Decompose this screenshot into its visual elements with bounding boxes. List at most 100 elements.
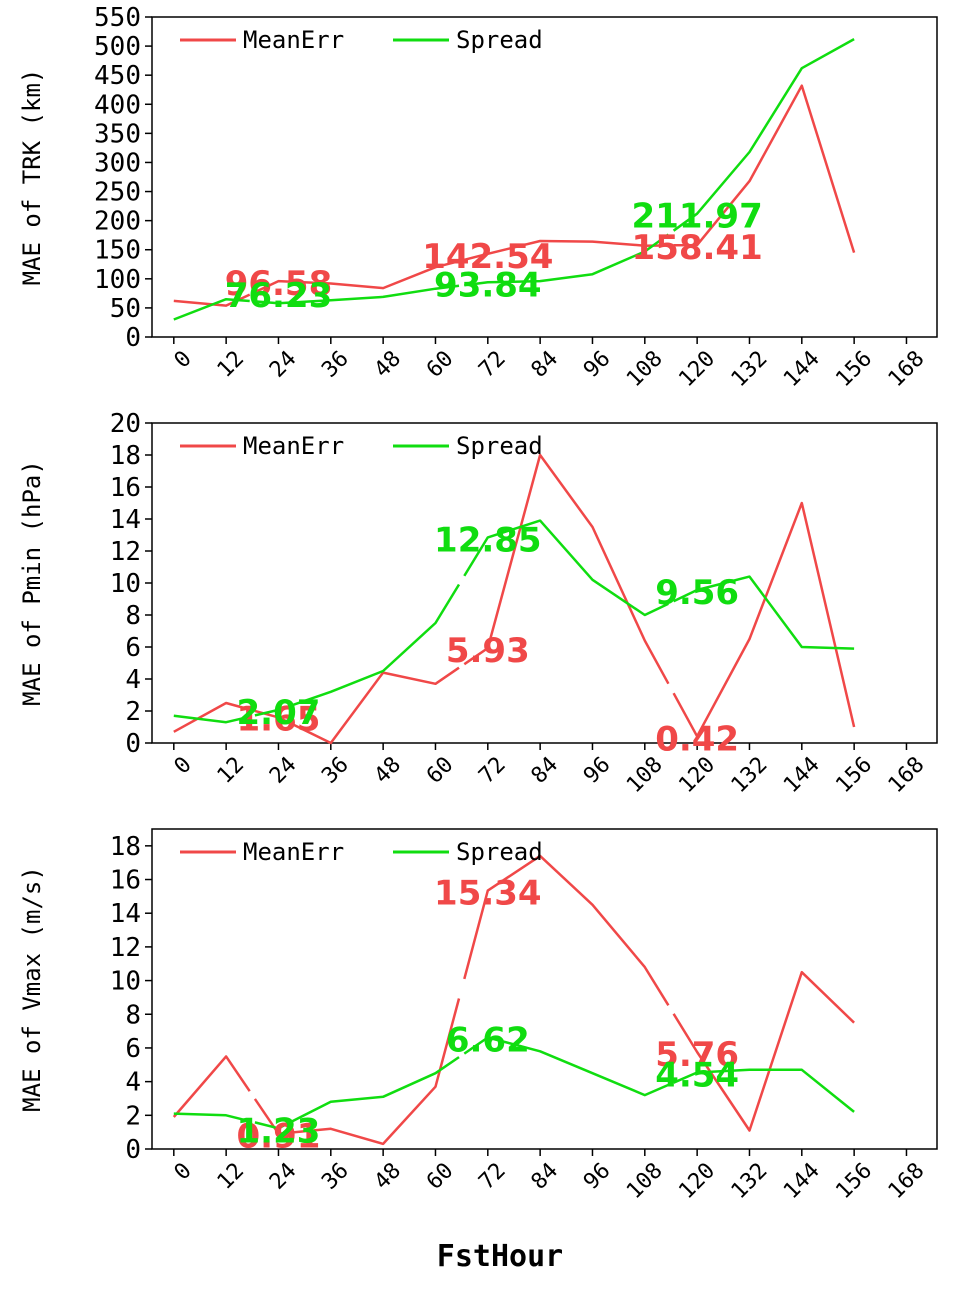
value-label-meanerr: 142.54 xyxy=(422,237,553,277)
value-label-meanerr: 158.41 xyxy=(632,228,763,268)
value-label-spread: 1.23 xyxy=(237,1111,321,1151)
value-label-meanerr: 96.58 xyxy=(225,264,333,304)
y-tick-label: 12 xyxy=(110,537,141,567)
y-tick-label: 550 xyxy=(94,3,141,33)
y-tick-label: 18 xyxy=(110,832,141,862)
y-axis-label: MAE of TRK (km) xyxy=(18,69,46,286)
series-line-meanerr xyxy=(173,701,251,733)
x-tick-label: 72 xyxy=(474,752,510,788)
x-tick-label: 60 xyxy=(422,346,458,382)
series-line-spread xyxy=(464,233,670,287)
y-tick-label: 0 xyxy=(125,729,141,759)
series-line-meanerr xyxy=(672,970,855,1132)
x-tick-label: 108 xyxy=(622,1158,668,1204)
y-tick-label: 350 xyxy=(94,119,141,149)
legend-entry-spread: Spread xyxy=(456,838,543,866)
x-tick-label: 84 xyxy=(527,752,563,788)
y-tick-label: 16 xyxy=(110,866,141,896)
x-tick-label: 156 xyxy=(831,752,877,798)
value-label-meanerr: 0.91 xyxy=(237,1117,321,1157)
series-line-spread xyxy=(673,1068,855,1113)
x-tick-label: 72 xyxy=(474,1158,510,1194)
value-label-spread: 4.54 xyxy=(655,1056,739,1096)
value-label-meanerr: 15.34 xyxy=(434,874,542,914)
y-tick-label: 250 xyxy=(94,178,141,208)
series-line-spread xyxy=(173,714,250,724)
x-tick-label: 0 xyxy=(170,346,197,373)
x-tick-label: 96 xyxy=(579,1158,615,1194)
y-tick-label: 0 xyxy=(125,1135,141,1165)
y-tick-label: 14 xyxy=(110,899,141,929)
series-line-spread xyxy=(254,284,460,305)
y-tick-label: 2 xyxy=(125,697,141,727)
x-tick-label: 168 xyxy=(884,346,930,392)
series-line-meanerr xyxy=(463,239,669,262)
y-tick-label: 10 xyxy=(110,967,141,997)
series-line-spread xyxy=(173,1112,251,1123)
y-tick-label: 4 xyxy=(125,1068,141,1098)
x-tick-label: 12 xyxy=(213,1158,249,1194)
y-tick-label: 16 xyxy=(110,473,141,503)
series-line-meanerr xyxy=(254,259,460,294)
x-tick-label: 60 xyxy=(422,752,458,788)
value-label-spread: 9.56 xyxy=(655,573,739,613)
y-tick-label: 2 xyxy=(125,1101,141,1131)
legend-entry-meanerr: MeanErr xyxy=(243,432,344,460)
x-tick-label: 120 xyxy=(674,1158,720,1204)
x-tick-label: 156 xyxy=(831,1158,877,1204)
value-label-spread: 93.84 xyxy=(434,265,542,305)
series-line-spread xyxy=(463,1036,669,1097)
x-tick-label: 132 xyxy=(727,1158,773,1204)
x-tick-label: 0 xyxy=(170,1158,197,1185)
value-label-spread: 211.97 xyxy=(632,197,763,237)
series-line-spread xyxy=(463,519,669,617)
value-label-meanerr: 1.65 xyxy=(237,700,321,740)
y-tick-label: 400 xyxy=(94,90,141,120)
x-tick-label: 156 xyxy=(831,346,877,392)
x-tick-label: 168 xyxy=(884,752,930,798)
x-tick-label: 96 xyxy=(579,752,615,788)
x-tick-label: 120 xyxy=(674,346,720,392)
series-line-meanerr xyxy=(172,1055,251,1118)
y-tick-label: 300 xyxy=(94,148,141,178)
y-tick-label: 14 xyxy=(110,505,141,535)
y-tick-label: 6 xyxy=(125,633,141,663)
x-tick-label: 36 xyxy=(317,752,353,788)
x-tick-label: 12 xyxy=(213,346,249,382)
y-tick-label: 100 xyxy=(94,265,141,295)
y-tick-label: 20 xyxy=(110,409,141,439)
x-tick-label: 60 xyxy=(422,1158,458,1194)
x-tick-label: 48 xyxy=(370,346,406,382)
legend-entry-meanerr: MeanErr xyxy=(243,26,344,54)
y-tick-label: 450 xyxy=(94,61,141,91)
plot-frame xyxy=(151,16,938,338)
value-label-spread: 12.85 xyxy=(434,520,542,560)
value-label-spread: 6.62 xyxy=(446,1021,530,1061)
x-tick-label: 36 xyxy=(317,1158,353,1194)
x-tick-label: 48 xyxy=(370,1158,406,1194)
x-tick-label: 0 xyxy=(170,752,197,779)
legend-entry-spread: Spread xyxy=(456,26,543,54)
x-tick-label: 48 xyxy=(370,752,406,788)
value-label-meanerr: 5.76 xyxy=(655,1035,739,1075)
x-axis-label: FstHour xyxy=(437,1239,563,1274)
plot-frame xyxy=(151,828,938,1150)
y-axis-label: MAE of Vmax (m/s) xyxy=(18,866,46,1112)
x-tick-label: 144 xyxy=(779,752,825,798)
x-tick-label: 36 xyxy=(317,346,353,382)
y-tick-label: 0 xyxy=(125,323,141,353)
x-tick-label: 12 xyxy=(213,752,249,788)
series-line-spread xyxy=(254,583,461,717)
x-tick-label: 96 xyxy=(579,346,615,382)
y-axis-label: MAE of Pmin (hPa) xyxy=(18,460,46,706)
y-tick-label: 50 xyxy=(110,294,141,324)
y-tick-label: 150 xyxy=(94,236,141,266)
x-tick-label: 108 xyxy=(622,346,668,392)
x-tick-label: 144 xyxy=(779,346,825,392)
y-tick-label: 200 xyxy=(94,207,141,237)
y-tick-label: 4 xyxy=(125,665,141,695)
